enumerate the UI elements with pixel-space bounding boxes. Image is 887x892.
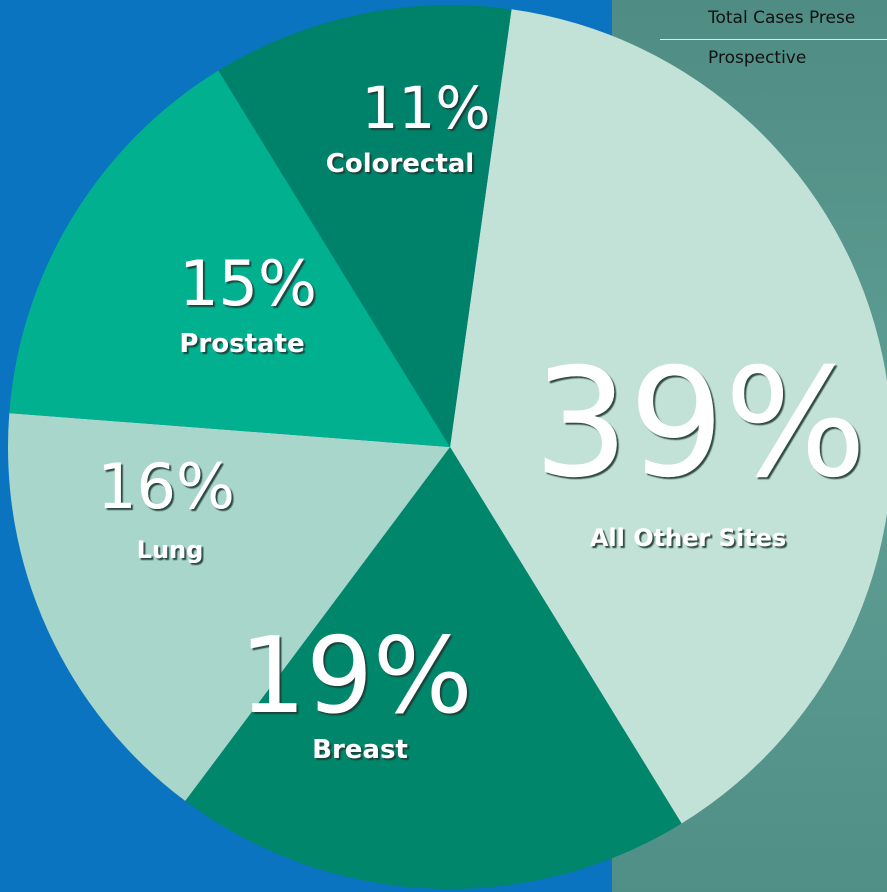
table-row: Total Cases Prese xyxy=(708,8,856,28)
category-label: Colorectal xyxy=(326,149,474,179)
value-label: 39% xyxy=(533,337,866,511)
value-label: 15% xyxy=(179,247,317,320)
value-label: 11% xyxy=(362,74,491,142)
category-label: Breast xyxy=(312,735,408,765)
category-label: Prostate xyxy=(179,329,304,359)
category-label: All Other Sites xyxy=(590,524,786,552)
value-label: 19% xyxy=(239,615,472,737)
pie-slice xyxy=(218,4,512,447)
pie-slice xyxy=(9,70,451,448)
pie-slice xyxy=(185,447,682,889)
value-label: 16% xyxy=(97,450,235,523)
pie-slice xyxy=(8,413,451,801)
table-row: Prospective xyxy=(708,48,807,68)
category-label: Lung xyxy=(137,536,204,564)
divider xyxy=(660,39,887,40)
pie-slice xyxy=(450,9,887,824)
